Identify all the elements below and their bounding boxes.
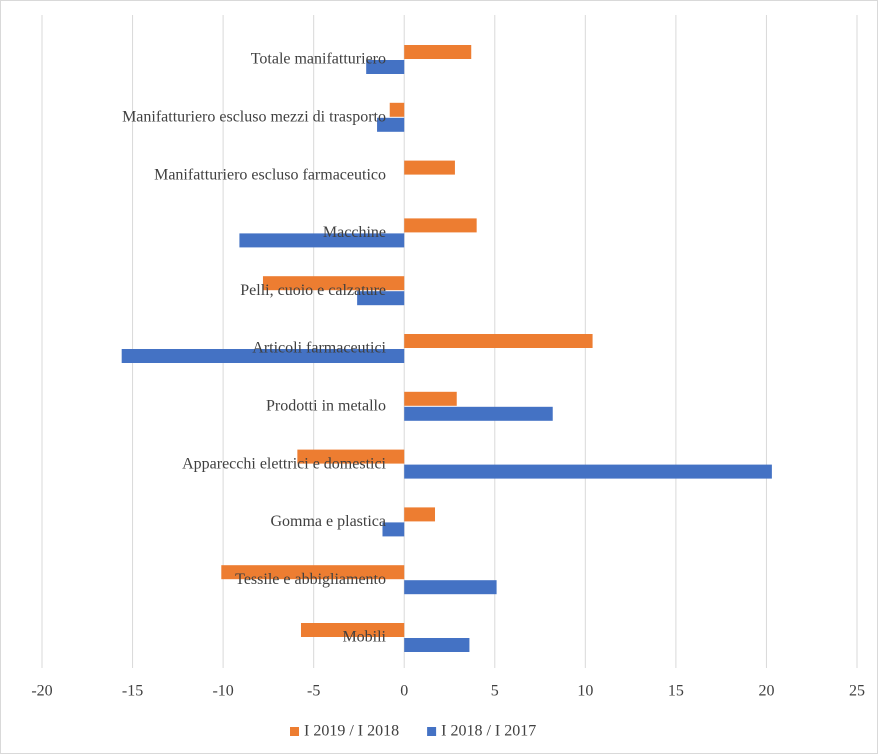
- bar: [382, 522, 405, 537]
- bar: [377, 117, 405, 132]
- legend-label: I 2018 / I 2017: [441, 723, 536, 740]
- y-tick-label: Apparecchi elettrici e domestici: [182, 455, 386, 472]
- legend-swatch: [427, 727, 437, 736]
- bar: [300, 623, 405, 637]
- bar: [297, 449, 405, 464]
- bar: [404, 45, 472, 59]
- x-tick-label: -10: [212, 683, 233, 700]
- bar: [404, 218, 477, 233]
- x-tick-label: 20: [758, 683, 774, 700]
- x-tick-label: 5: [491, 683, 499, 700]
- bar: [357, 291, 405, 306]
- y-tick-label: Prodotti in metallo: [266, 397, 386, 414]
- bar: [404, 391, 457, 406]
- x-tick-label: 25: [849, 683, 865, 700]
- bar: [366, 60, 405, 74]
- bar: [389, 102, 405, 117]
- y-tick-label: Macchine: [323, 224, 386, 241]
- bar: [404, 638, 470, 652]
- bar: [404, 160, 455, 175]
- bar: [239, 233, 405, 248]
- legend-label: I 2019 / I 2018: [304, 723, 399, 740]
- y-tick-label: Manifatturiero escluso farmaceutico: [154, 166, 386, 183]
- bar: [121, 349, 405, 363]
- y-tick-label: Mobili: [342, 629, 386, 646]
- y-tick-label: Articoli farmaceutici: [252, 340, 386, 357]
- x-tick-label: -15: [122, 683, 143, 700]
- y-tick-label: Tessile e abbigliamento: [235, 571, 386, 588]
- bar: [404, 580, 497, 595]
- y-tick-label: Pelli, cuoio e calzature: [240, 282, 386, 299]
- bar: [404, 464, 772, 479]
- bar: [404, 334, 593, 348]
- bar: [262, 276, 405, 291]
- x-tick-label: 0: [400, 683, 408, 700]
- bar: [404, 406, 553, 421]
- x-tick-label: 10: [577, 683, 593, 700]
- y-tick-label: Manifatturiero escluso mezzi di trasport…: [122, 108, 386, 125]
- y-tick-label: Totale manifatturiero: [251, 51, 386, 68]
- bar: [404, 507, 436, 522]
- legend-swatch: [290, 727, 299, 736]
- x-tick-label: -20: [31, 683, 52, 700]
- x-tick-label: 15: [668, 683, 684, 700]
- bar: [221, 565, 405, 580]
- x-tick-label: -5: [307, 683, 320, 700]
- y-tick-label: Gomma e plastica: [270, 513, 386, 530]
